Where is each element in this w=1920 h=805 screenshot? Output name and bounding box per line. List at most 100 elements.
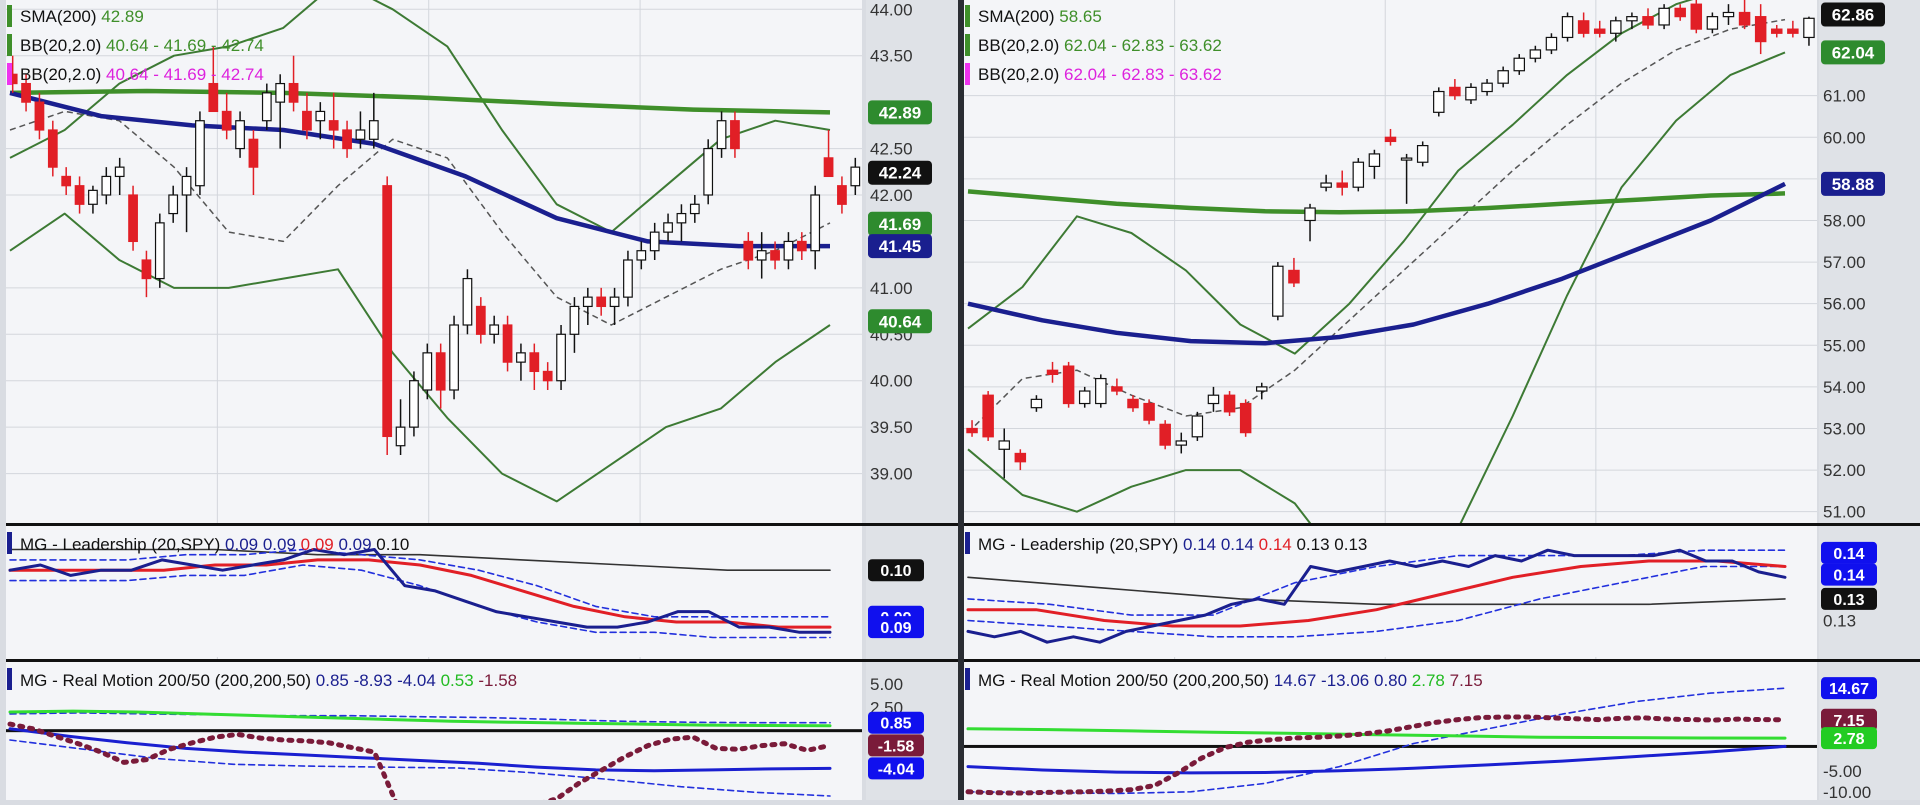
chart-panel-left: 44.0043.5042.5042.0041.0040.5040.0039.50…: [6, 0, 958, 805]
legend-entry: SMA(200) 42.89: [20, 7, 144, 26]
candle-body: [382, 185, 393, 438]
legend-swatch: [7, 34, 12, 56]
legend-value: 40.64 - 41.69 - 42.74: [106, 65, 264, 84]
legend-swatch: [7, 5, 12, 27]
legend-swatch: [7, 63, 12, 85]
realmotion-badge: [868, 711, 924, 734]
legend-value: 62.04 - 62.83 - 63.62: [1064, 36, 1222, 55]
panel-separator: [6, 659, 958, 662]
legend-label: SMA(200): [978, 7, 1059, 26]
candle-body: [796, 240, 807, 252]
candle-body: [529, 352, 540, 373]
candle-body: [810, 194, 821, 252]
candle-body: [1014, 452, 1027, 463]
leadership-value: 0.14: [1221, 535, 1259, 554]
candle-body: [1336, 182, 1348, 188]
leadership-line-line: [8, 548, 832, 634]
price-badge-label: 62.86: [1832, 6, 1875, 25]
candle-body: [1754, 16, 1767, 43]
legend-entry: BB(20,2.0) 40.64 - 41.69 - 42.74: [20, 36, 264, 55]
candle-body: [1046, 369, 1059, 375]
realmotion-blue-dash2-line: [9, 739, 831, 797]
panel-separator: [6, 523, 958, 526]
legend-swatch: [965, 5, 970, 27]
price-badge-label: 58.88: [1832, 175, 1875, 194]
price-tick-label: 53.00: [1823, 419, 1866, 438]
candle-body: [1207, 394, 1220, 405]
price-tick-label: 60.00: [1823, 128, 1866, 147]
candle-body: [288, 82, 299, 103]
candle-body: [966, 427, 978, 434]
realmotion-badge-label: 14.67: [1829, 681, 1869, 698]
candle-body: [623, 259, 633, 298]
leadership-value: 0.09: [338, 535, 376, 554]
realmotion-value: 0.53: [441, 671, 479, 690]
candle-body: [770, 250, 780, 261]
candle-body: [689, 203, 700, 215]
candle-body: [435, 352, 446, 391]
leadership-red-line: [8, 558, 832, 629]
price-badge-label: 62.04: [1832, 43, 1875, 62]
sma-200-line: [967, 189, 1786, 215]
price-tick-label: 41.00: [870, 279, 913, 298]
candle-body: [61, 175, 72, 187]
candle-body: [837, 185, 847, 205]
candle-body: [1191, 415, 1204, 438]
leadership-title-label: MG - Leadership (20,SPY): [978, 535, 1183, 554]
candle-body: [422, 352, 433, 391]
realmotion-swatch: [965, 668, 970, 690]
candle-body: [1400, 157, 1413, 161]
leadership-line-line: [966, 548, 1787, 644]
candle-body: [475, 305, 486, 335]
legend-entry: BB(20,2.0) 40.64 - 41.69 - 42.74: [20, 65, 264, 84]
candle-body: [1368, 153, 1381, 167]
candle-body: [275, 82, 286, 103]
candle-body: [462, 277, 473, 326]
realmotion-tick-label: 5.00: [870, 675, 903, 694]
candle-body: [582, 296, 593, 308]
candle-body: [569, 305, 580, 335]
candle-body: [181, 175, 192, 196]
candle-body: [556, 333, 566, 382]
candle-body: [743, 240, 754, 261]
leadership-badge: [1821, 587, 1877, 610]
realmotion-badge-label: 7.15: [1833, 713, 1864, 730]
realmotion-blue-solid-line: [966, 744, 1787, 775]
candle-body: [195, 120, 205, 187]
price-badge-label: 41.45: [879, 237, 922, 256]
candle-body: [1642, 16, 1654, 26]
leadership-red-line: [966, 559, 1787, 628]
candle-body: [1610, 20, 1622, 34]
candle-body: [596, 296, 607, 308]
candle-body: [1787, 28, 1799, 34]
leadership-blue-dash2-line: [9, 564, 831, 639]
panel-separator: [964, 659, 1920, 662]
legend-value: 62.04 - 62.83 - 63.62: [1064, 65, 1222, 84]
legend-label: BB(20,2.0): [20, 36, 106, 55]
leadership-value: 0.13: [1334, 535, 1367, 554]
realmotion-value: -4.04: [397, 671, 440, 690]
candle-body: [1272, 265, 1284, 317]
candle-body: [1658, 7, 1670, 26]
realmotion-value: 0.85: [316, 671, 354, 690]
candle-body: [328, 120, 339, 131]
leadership-title-label: MG - Leadership (20,SPY): [20, 535, 225, 554]
candle-body: [663, 222, 673, 233]
panel-separator: [964, 523, 1920, 526]
price-badge: [868, 160, 932, 185]
candle-body: [716, 120, 727, 150]
bollinger-middle-band: [9, 110, 831, 326]
realmotion-title: MG - Real Motion 200/50 (200,200,50) 14.…: [978, 671, 1483, 690]
price-tick-label: 54.00: [1823, 378, 1866, 397]
candle-body: [1626, 16, 1638, 22]
leadership-badge-label: 0.13: [1833, 592, 1864, 609]
realmotion-badge-label: 2.78: [1833, 731, 1864, 748]
leadership-black-line: [9, 548, 831, 572]
leadership-value: 0.10: [376, 535, 409, 554]
price-tick-label: 42.50: [870, 140, 913, 159]
leadership-badge: [868, 616, 924, 639]
candle-body: [516, 352, 526, 363]
candle-body: [208, 82, 219, 113]
price-tick-label: 40.00: [870, 372, 913, 391]
legend-label: BB(20,2.0): [978, 65, 1064, 84]
